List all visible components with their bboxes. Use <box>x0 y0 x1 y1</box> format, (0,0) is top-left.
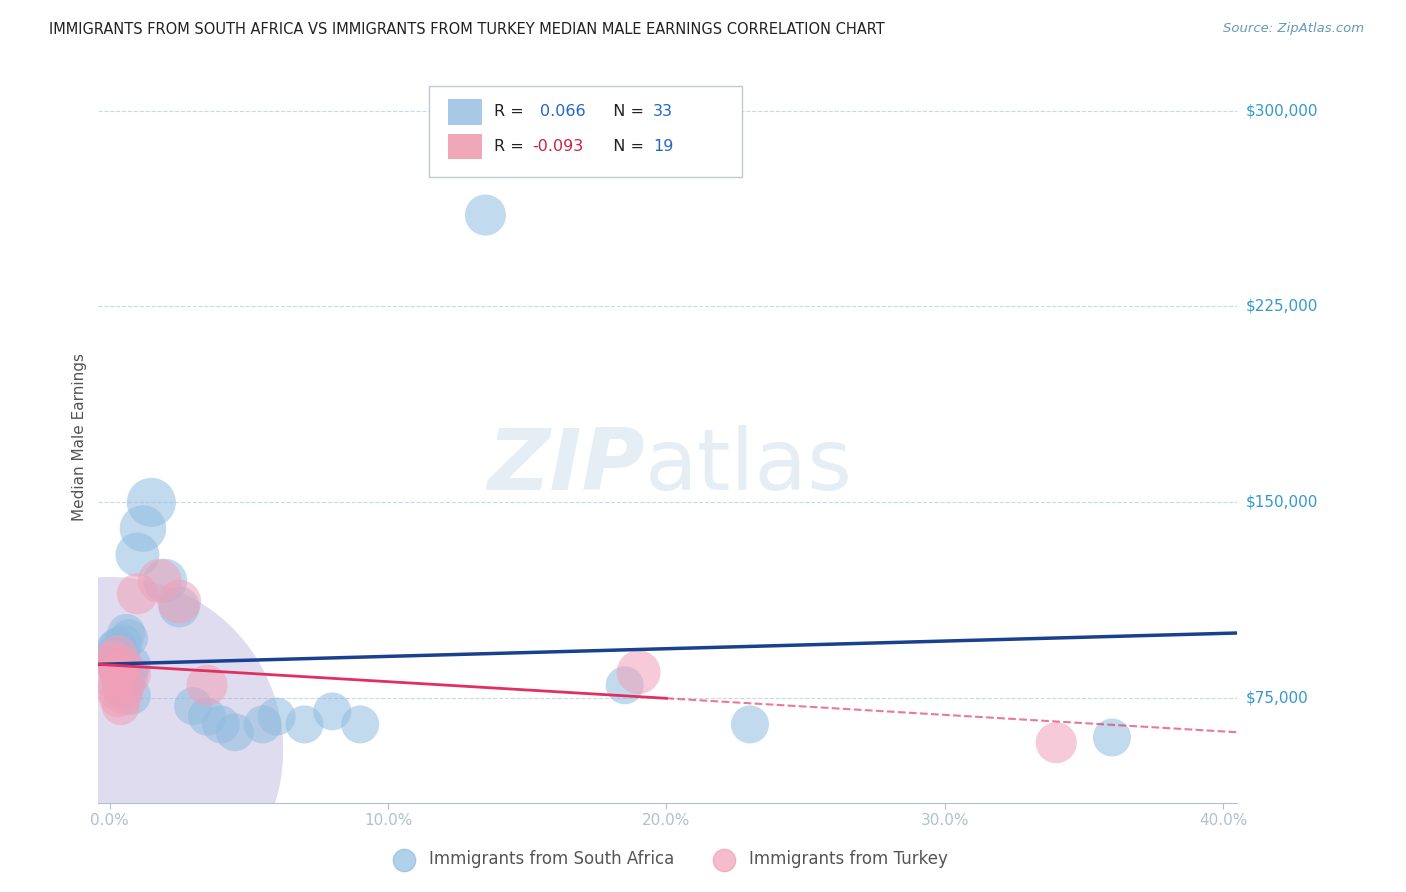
Text: 19: 19 <box>652 139 673 154</box>
Point <box>101 673 124 687</box>
Text: R =: R = <box>494 139 529 154</box>
Point <box>112 636 135 650</box>
Point <box>127 587 149 601</box>
Text: atlas: atlas <box>645 425 853 508</box>
Point <box>474 208 496 222</box>
Point <box>613 678 636 692</box>
Point <box>110 699 132 714</box>
Point <box>209 717 232 731</box>
Point <box>112 683 135 698</box>
Text: Source: ZipAtlas.com: Source: ZipAtlas.com <box>1223 22 1364 36</box>
Point <box>266 709 288 723</box>
Point <box>738 717 761 731</box>
Point <box>98 743 121 757</box>
Point <box>115 626 138 640</box>
Point <box>127 548 149 562</box>
Text: $150,000: $150,000 <box>1246 495 1317 510</box>
Point <box>121 657 143 672</box>
Point <box>132 521 155 535</box>
Point <box>167 599 190 614</box>
Point <box>115 673 138 687</box>
Point <box>141 495 163 509</box>
Point <box>107 639 129 653</box>
Text: $75,000: $75,000 <box>1246 690 1309 706</box>
Point <box>107 691 129 706</box>
Point <box>181 699 204 714</box>
Text: -0.093: -0.093 <box>533 139 583 154</box>
Point <box>349 717 371 731</box>
Text: $225,000: $225,000 <box>1246 299 1317 314</box>
Y-axis label: Median Male Earnings: Median Male Earnings <box>72 353 87 521</box>
Point <box>107 647 129 661</box>
FancyBboxPatch shape <box>449 134 482 159</box>
Point <box>121 689 143 703</box>
Point <box>627 665 650 680</box>
Point <box>104 641 127 656</box>
Point <box>101 649 124 664</box>
Point <box>294 717 316 731</box>
Point <box>1045 736 1067 750</box>
Text: ZIP: ZIP <box>488 425 645 508</box>
Point <box>149 574 172 588</box>
Text: N =: N = <box>603 139 650 154</box>
Point <box>110 647 132 661</box>
Point <box>121 667 143 681</box>
Point <box>321 705 343 719</box>
Point <box>1101 731 1123 745</box>
FancyBboxPatch shape <box>429 86 742 178</box>
Point <box>107 665 129 680</box>
Text: R =: R = <box>494 104 534 120</box>
Point <box>118 632 141 646</box>
Point <box>110 667 132 681</box>
Point <box>107 665 129 680</box>
Point <box>252 717 274 731</box>
Point <box>110 678 132 692</box>
Legend: Immigrants from South Africa, Immigrants from Turkey: Immigrants from South Africa, Immigrants… <box>381 844 955 875</box>
Text: IMMIGRANTS FROM SOUTH AFRICA VS IMMIGRANTS FROM TURKEY MEDIAN MALE EARNINGS CORR: IMMIGRANTS FROM SOUTH AFRICA VS IMMIGRAN… <box>49 22 884 37</box>
Point <box>104 657 127 672</box>
Point <box>195 678 218 692</box>
Text: $300,000: $300,000 <box>1246 103 1319 118</box>
Point <box>104 683 127 698</box>
Point <box>112 689 135 703</box>
Point <box>115 678 138 692</box>
Point <box>155 574 177 588</box>
Point <box>104 657 127 672</box>
Point <box>101 652 124 666</box>
Point <box>195 709 218 723</box>
FancyBboxPatch shape <box>449 99 482 125</box>
Text: 33: 33 <box>652 104 673 120</box>
Point <box>112 657 135 672</box>
Point <box>224 725 246 739</box>
Point <box>118 667 141 681</box>
Point <box>167 594 190 608</box>
Text: 0.066: 0.066 <box>540 104 586 120</box>
Text: N =: N = <box>603 104 650 120</box>
